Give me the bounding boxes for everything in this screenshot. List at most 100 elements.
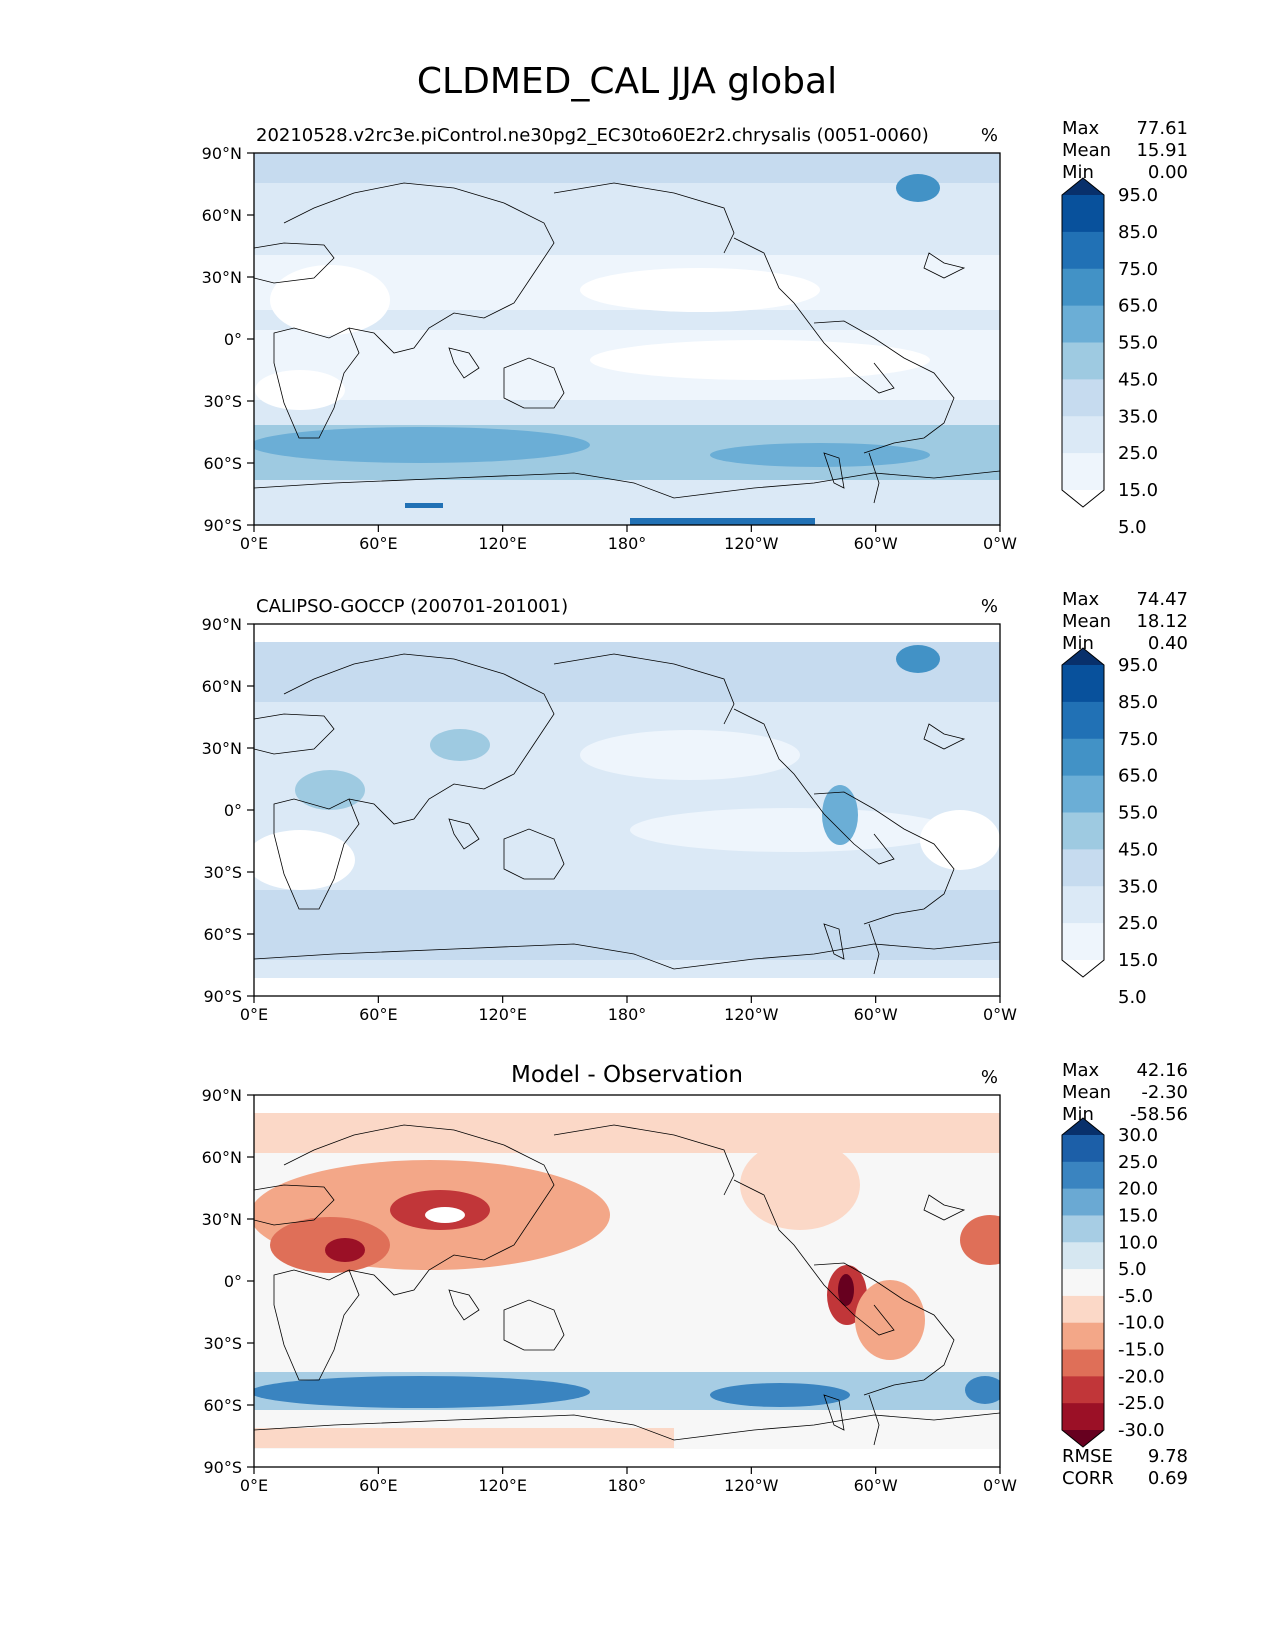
y-tick-label: 60°S [203,454,242,473]
colorbar-tick-label: 65.0 [1118,766,1158,787]
colorbar-tick-label: 5.0 [1118,517,1147,538]
colorbar-tick-label: -20.0 [1118,1366,1165,1387]
colorbar-band [1062,812,1104,850]
colorbar-outline [1061,1117,1105,1448]
x-tick-label: 60°E [359,534,397,553]
colorbar-band [1062,453,1104,491]
colorbar-tick-label: -30.0 [1118,1420,1165,1441]
y-tick-label: 90°N [202,1086,242,1105]
y-tick-label: 90°S [203,987,242,1006]
stat-label: Min [1062,162,1094,183]
colorbar-tick-label: 75.0 [1118,729,1158,750]
y-tick-label: 30°N [202,1210,242,1229]
field-tibet-pos [425,1207,465,1223]
colorbar-tick-label: 25.0 [1118,1152,1158,1173]
field-clear-sahara [270,265,390,335]
colorbar-band [1062,342,1104,380]
colorbar-extend-max [1062,178,1104,195]
stat-value: 15.91 [1136,140,1188,161]
colorbar-band [1062,416,1104,454]
field-north-america-neg [740,1140,860,1230]
colorbar-tick-label: 55.0 [1118,803,1158,824]
corr-value: 0.69 [1148,1468,1188,1489]
colorbar-band [1062,1215,1104,1243]
y-tick-label: 60°N [202,206,242,225]
y-tick-label: 30°N [202,268,242,287]
field-andes [822,785,858,845]
map-field-obs [254,624,1000,996]
colorbar-extend-min [1062,960,1104,977]
colorbar-band [1062,1161,1104,1190]
colorbar-band [1062,701,1104,740]
panel-obs: CALIPSO-GOCCP (200701-201001) % 0°E 60°E 1… [202,589,1188,1024]
field-band-southern-ocean [254,890,1000,960]
field-clear-south-atlantic [255,370,345,410]
stat-value: -2.30 [1141,1082,1188,1103]
colorbar-tick-label: 30.0 [1118,1125,1158,1146]
colorbar-tick-label: 95.0 [1118,185,1158,206]
map-field-diff [254,1095,1000,1467]
panel-diff: Model - Observation % 0°E 60°E 120°E 180° 12… [202,1060,1188,1495]
colorbar-tick-label: 85.0 [1118,222,1158,243]
y-tick-label: 0° [224,801,242,820]
x-tick-label: 120°E [478,534,527,553]
colorbar-tick-label: 45.0 [1118,369,1158,390]
colorbar-band [1062,1188,1104,1216]
y-tick-label: 60°S [203,1396,242,1415]
colorbar-band [1062,665,1104,703]
x-tick-label: 120°E [478,1005,527,1024]
x-tick-label: 180° [608,534,647,553]
colorbar-tick-label: 20.0 [1118,1179,1158,1200]
x-tick-label: 0°W [983,1005,1017,1024]
y-tick-label: 30°S [203,392,242,411]
map-field-model [254,153,1000,525]
field-storm-track-south-2 [710,443,930,467]
colorbar-tick-label: 95.0 [1118,655,1158,676]
y-axis: 90°N 60°N 30°N 0° 30°S 60°S 90°S [202,144,254,535]
colorbar-tick-label: 35.0 [1118,876,1158,897]
colorbar-tick-label: 35.0 [1118,406,1158,427]
field-arabia-min [325,1238,365,1262]
y-axis: 90°N 60°N 30°N 0° 30°S 60°S 90°S [202,1086,254,1477]
stat-value: 0.00 [1148,162,1188,183]
field-south-america-neg [855,1280,925,1360]
stat-label: Min [1062,633,1094,654]
colorbar-extend-min [1062,490,1104,507]
field-greenland-max [896,645,940,673]
colorbar-band [1062,1135,1104,1163]
field-storm-track-south [254,427,590,463]
panel-model: 20210528.v2rc3e.piControl.ne30pg2_EC30to… [202,118,1188,553]
colorbar-tick-label: 10.0 [1118,1232,1158,1253]
colorbar-tick-label: 55.0 [1118,333,1158,354]
figure-title: CLDMED_CAL JJA global [417,61,837,102]
field-antarctic-neg [254,1428,674,1448]
colorbar-tick-label: 5.0 [1118,987,1147,1008]
y-tick-label: 0° [224,330,242,349]
x-tick-label: 180° [608,1005,647,1024]
stat-label: Mean [1062,1082,1111,1103]
y-tick-label: 30°N [202,739,242,758]
y-tick-label: 60°N [202,1148,242,1167]
stat-value: 74.47 [1136,589,1188,610]
x-tick-label: 120°E [478,1476,527,1495]
colorbar-band [1062,849,1104,887]
field-antarctic [254,488,1000,525]
colorbar-band [1062,305,1104,343]
x-tick-label: 120°W [724,534,779,553]
panel-title: Model - Observation [511,1062,743,1088]
colorbar-tick-label: 65.0 [1118,296,1158,317]
colorbar-tick-label: 25.0 [1118,913,1158,934]
x-axis: 0°E 60°E 120°E 180° 120°W 60°W 0°W [240,1467,1017,1495]
x-tick-label: 120°W [724,1005,779,1024]
field-andes-min [838,1274,854,1306]
field-greenland-max [896,174,940,202]
colorbar-tick-label: -25.0 [1118,1393,1165,1414]
colorbar-band [1062,1295,1104,1324]
rmse-value: 9.78 [1148,1446,1188,1467]
colorbar-tick-label: -15.0 [1118,1340,1165,1361]
field-pacific-storm-pos [710,1383,850,1407]
stat-label: Min [1062,1104,1094,1125]
x-tick-label: 0°E [240,534,268,553]
x-tick-label: 0°W [983,534,1017,553]
